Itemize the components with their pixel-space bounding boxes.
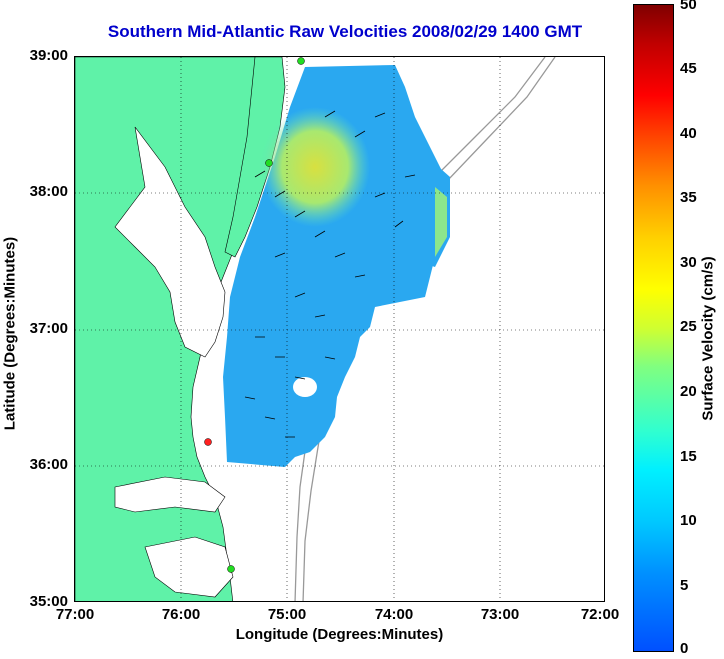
albemarle-sound: [114, 476, 226, 513]
map-plot-area[interactable]: [74, 56, 605, 602]
colorbar-tick: 30: [680, 254, 697, 271]
colorbar-tick: 15: [680, 448, 697, 465]
colorbar-title: Surface Velocity (cm/s): [699, 256, 717, 421]
y-axis-title: Latitude (Degrees:Minutes): [1, 236, 19, 431]
y-tick-label: 38:00: [29, 183, 68, 200]
colorbar-tick: 20: [680, 383, 697, 400]
map-title: Southern Mid-Atlantic Raw Velocities 200…: [107, 22, 583, 41]
x-tick-label: 75:00: [267, 606, 307, 623]
station-marker: [204, 438, 212, 446]
y-tick-label: 37:00: [29, 320, 68, 337]
colorbar-tick: 50: [680, 0, 697, 13]
station-marker: [265, 159, 273, 167]
x-tick-label: 77:00: [55, 606, 95, 623]
velocity-map: [75, 57, 604, 601]
colorbar: [633, 4, 674, 652]
pamlico-sound: [144, 536, 234, 598]
colorbar-tick: 25: [680, 318, 697, 335]
colorbar-tick: 0: [680, 640, 689, 657]
velocity-field: [223, 65, 450, 467]
colorbar-tick: 5: [680, 577, 689, 594]
x-tick-label: 73:00: [480, 606, 520, 623]
colorbar-tick: 45: [680, 60, 697, 77]
station-marker: [297, 57, 305, 65]
delmarva-land: [224, 57, 286, 258]
colorbar-tick: 40: [680, 125, 697, 142]
station-marker: [227, 565, 235, 573]
velocity-arrows: [244, 110, 416, 438]
x-tick-label: 76:00: [161, 606, 201, 623]
y-tick-label: 39:00: [29, 47, 68, 64]
colorbar-tick: 35: [680, 189, 697, 206]
x-tick-label: 72:00: [580, 606, 620, 623]
x-axis-title: Longitude (Degrees:Minutes): [235, 626, 444, 643]
chesapeake-bay: [114, 126, 226, 358]
map-grid: [75, 57, 604, 601]
colorbar-tick: 10: [680, 512, 697, 529]
y-tick-label: 35:00: [29, 593, 68, 610]
y-tick-label: 36:00: [29, 456, 68, 473]
x-tick-label: 74:00: [374, 606, 414, 623]
